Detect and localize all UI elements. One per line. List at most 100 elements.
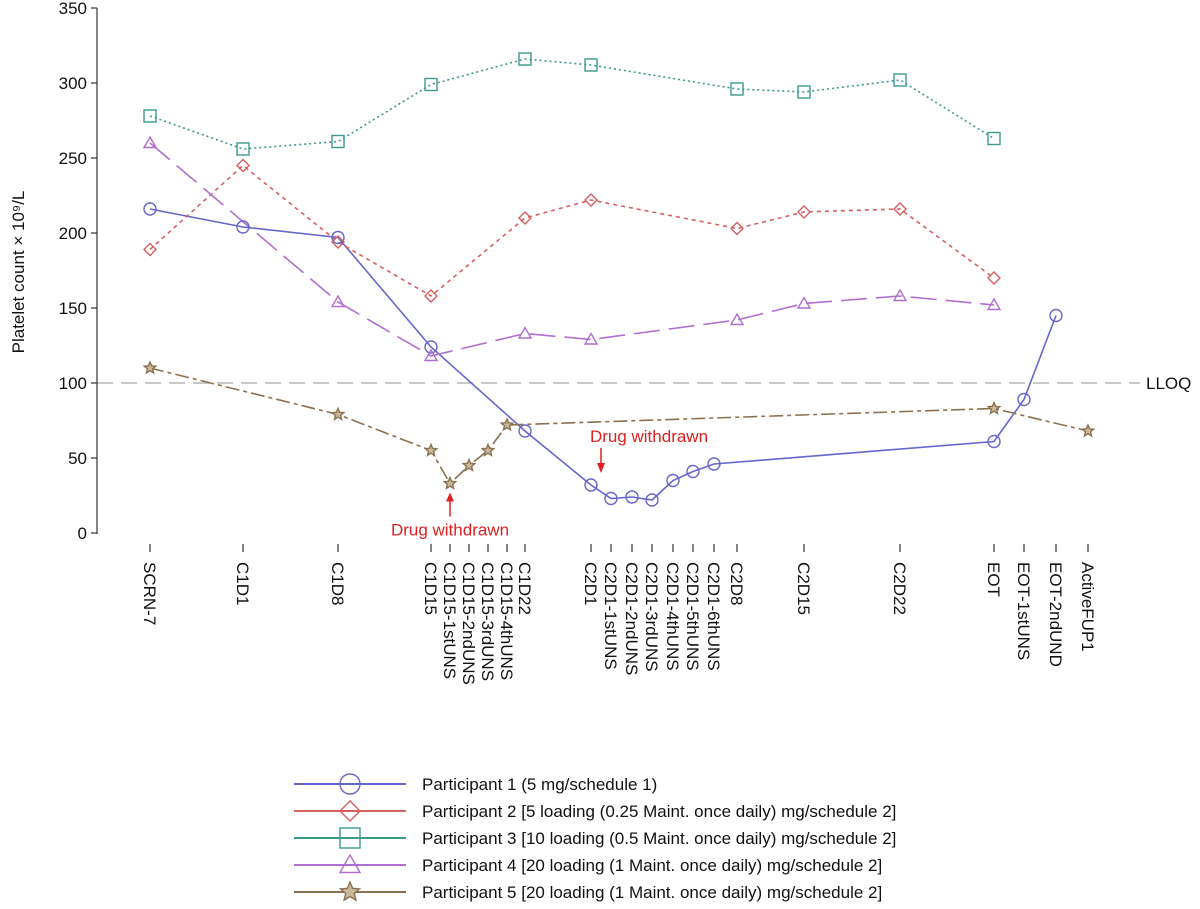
data-point-series-1	[584, 478, 598, 492]
data-point-series-4	[729, 312, 745, 326]
data-point-series-2	[331, 235, 345, 249]
y-tick-label: 200	[59, 224, 87, 243]
data-point-series-1	[666, 473, 680, 488]
data-point-series-2	[236, 158, 250, 173]
series-line-1	[149, 208, 1057, 501]
legend-marker	[338, 880, 362, 902]
data-point-series-5	[986, 400, 1002, 415]
data-point-series-1	[1017, 392, 1031, 407]
x-tick-label: C1D15-3rdUNS	[478, 562, 497, 681]
x-tick-label: ActiveFUP1	[1078, 562, 1097, 652]
data-point-series-4	[330, 294, 346, 308]
x-tick-label: C2D15	[794, 562, 813, 615]
x-tick-label: C1D22	[515, 562, 534, 615]
x-tick-label: C2D1-2ndUNS	[622, 562, 641, 675]
data-point-series-3	[331, 134, 345, 149]
x-tick-label: C2D1-3rdUNS	[642, 562, 661, 672]
annotation-label: Drug withdrawn	[590, 427, 708, 446]
data-point-series-2	[518, 211, 532, 225]
y-tick-label: 0	[78, 524, 87, 543]
data-point-series-4	[892, 288, 908, 302]
legend-label: Participant 1 (5 mg/schedule 1)	[422, 775, 657, 794]
y-tick-label: 300	[59, 74, 87, 93]
x-tick-label: C2D8	[727, 562, 746, 605]
x-tick-label: C1D15-1stUNS	[440, 562, 459, 679]
data-point-series-2	[424, 289, 438, 303]
y-tick-label: 50	[68, 449, 87, 468]
data-point-series-4	[583, 332, 599, 345]
data-point-series-3	[797, 85, 811, 99]
data-point-series-1	[987, 434, 1001, 449]
data-point-series-2	[797, 205, 811, 219]
data-point-series-4	[796, 296, 812, 309]
data-point-series-1	[143, 202, 157, 216]
data-point-series-3	[730, 82, 744, 96]
data-point-series-1	[424, 340, 438, 354]
data-point-series-2	[584, 193, 598, 207]
legend-marker	[339, 827, 361, 849]
data-point-series-1	[331, 230, 345, 245]
data-point-series-5	[442, 475, 458, 490]
series-line-4	[149, 142, 995, 357]
y-axis-title: Platelet count × 10⁹/L	[9, 191, 28, 354]
data-point-series-3	[143, 109, 157, 123]
data-point-series-5	[423, 442, 439, 457]
x-tick-label: C1D15-2ndUNS	[459, 562, 478, 685]
series-line-5	[149, 367, 1089, 485]
data-point-series-4	[423, 348, 439, 362]
data-point-series-4	[142, 135, 158, 149]
data-point-series-5	[330, 406, 346, 421]
drug-withdrawn-annotation: Drug withdrawn	[391, 492, 509, 540]
x-tick-label: C2D1-4thUNS	[663, 562, 682, 671]
data-point-series-3	[236, 142, 250, 156]
x-tick-label: C2D1	[581, 562, 600, 605]
data-point-series-1	[236, 220, 250, 234]
legend-marker	[338, 853, 362, 874]
data-point-series-3	[987, 131, 1001, 146]
data-point-series-2	[143, 242, 157, 257]
data-point-series-5	[499, 417, 515, 432]
y-tick-label: 100	[59, 374, 87, 393]
x-tick-label: C2D1-1stUNS	[601, 562, 620, 670]
series-line-2	[149, 164, 995, 297]
data-point-series-1	[645, 493, 659, 507]
data-point-series-2	[893, 202, 907, 216]
legend-marker	[339, 800, 361, 822]
data-point-series-1	[1049, 308, 1063, 323]
x-tick-label: C2D1-6thUNS	[704, 562, 723, 671]
data-point-series-1	[518, 424, 532, 438]
legend-marker	[339, 773, 361, 795]
legend-entry-3: Participant 3 [10 loading (0.5 Maint. on…	[294, 827, 896, 849]
data-point-series-3	[584, 58, 598, 72]
legend-label: Participant 4 [20 loading (1 Maint. once…	[422, 856, 882, 875]
data-point-series-3	[893, 73, 907, 87]
data-point-series-1	[625, 490, 639, 504]
drug-withdrawn-annotation: Drug withdrawn	[590, 427, 708, 473]
x-tick-label: C2D22	[890, 562, 909, 615]
legend-entry-4: Participant 4 [20 loading (1 Maint. once…	[294, 853, 882, 875]
data-point-series-1	[686, 464, 700, 479]
data-point-series-3	[424, 77, 438, 92]
legend-entry-5: Participant 5 [20 loading (1 Maint. once…	[294, 880, 882, 902]
legend-entry-2: Participant 2 [5 loading (0.25 Maint. on…	[294, 800, 896, 822]
x-tick-label: C1D8	[328, 562, 347, 605]
data-point-series-5	[480, 442, 496, 457]
data-point-series-4	[986, 297, 1002, 311]
legend-label: Participant 2 [5 loading (0.25 Maint. on…	[422, 802, 896, 821]
y-tick-label: 250	[59, 149, 87, 168]
legend-label: Participant 3 [10 loading (0.5 Maint. on…	[422, 829, 896, 848]
lloq-label: LLOQ	[1146, 374, 1191, 393]
data-point-series-4	[517, 326, 533, 339]
x-tick-label: C2D1-5thUNS	[683, 562, 702, 671]
data-point-series-2	[730, 221, 744, 236]
legend-label: Participant 5 [20 loading (1 Maint. once…	[422, 883, 882, 902]
x-tick-label: EOT-2ndUND	[1046, 562, 1065, 667]
y-tick-label: 350	[59, 0, 87, 18]
legend-entry-1: Participant 1 (5 mg/schedule 1)	[294, 773, 657, 795]
x-tick-label: EOT	[984, 562, 1003, 597]
data-point-series-5	[1080, 423, 1096, 438]
data-point-series-2	[987, 271, 1001, 285]
series-line-3	[149, 58, 995, 150]
x-tick-label: EOT-1stUNS	[1014, 562, 1033, 660]
